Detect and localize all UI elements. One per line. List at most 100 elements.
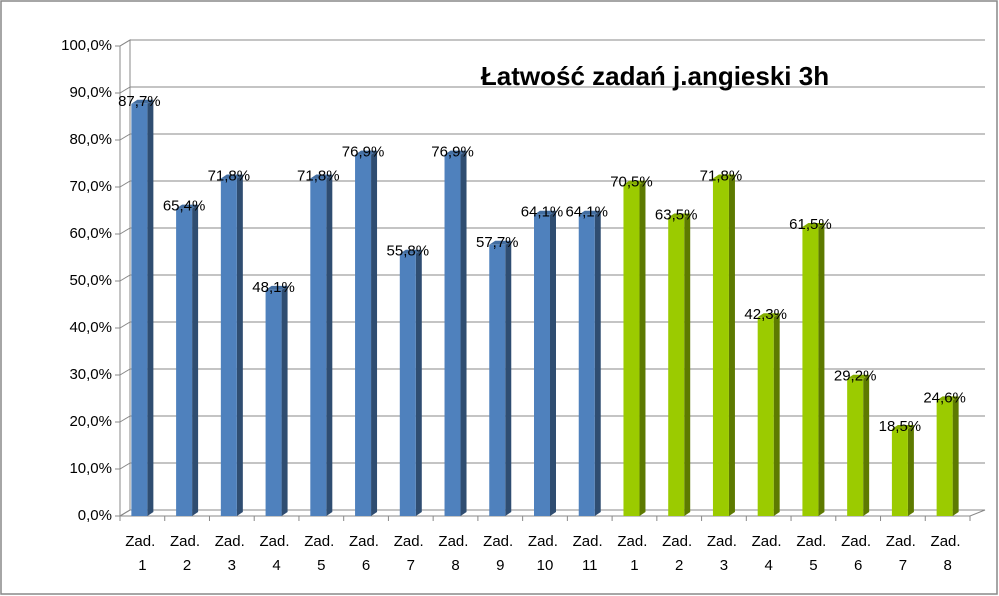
bar-top	[757, 313, 780, 318]
y-tick-label: 70,0%	[69, 178, 112, 195]
y-tick-label: 100,0%	[61, 37, 112, 54]
bar-side	[550, 210, 556, 517]
bar	[712, 178, 729, 517]
bar-side	[147, 99, 154, 516]
grid-line-diag	[119, 39, 131, 47]
value-label: 71,8%	[700, 168, 743, 185]
bar-side	[773, 313, 780, 516]
x-tick-label: Zad. 5	[796, 533, 830, 574]
bar-side	[863, 374, 870, 516]
bar-top	[936, 396, 959, 401]
y-tick-label: 50,0%	[69, 272, 112, 289]
bar-top	[802, 222, 825, 227]
value-label: 48,1%	[252, 279, 295, 296]
bar	[444, 154, 461, 516]
bar-side	[684, 213, 691, 517]
bar-top	[131, 99, 154, 104]
grid-line-diag	[119, 133, 131, 141]
bar	[757, 317, 774, 516]
grid-line-diag	[119, 86, 131, 94]
bar-side	[460, 150, 467, 516]
x-tick-label: Zad. 1	[125, 533, 159, 574]
x-tick-label: Zad. 10	[528, 533, 562, 574]
bar	[936, 400, 953, 516]
bar	[220, 178, 237, 517]
marks	[131, 99, 959, 517]
value-label: 76,9%	[342, 144, 385, 161]
value-label: 55,8%	[387, 243, 430, 260]
bar-top	[534, 210, 556, 215]
x-tick-label: Zad. 4	[259, 533, 293, 574]
bar-side	[594, 210, 601, 517]
bar-top	[489, 240, 512, 245]
value-label: 76,9%	[431, 144, 474, 161]
x-tick-label: Zad. 2	[170, 533, 204, 574]
bar-top	[623, 180, 646, 185]
x-tick-label: Zad. 8	[931, 533, 965, 574]
x-tick-label: Zad. 7	[394, 533, 428, 574]
bar-side	[415, 249, 422, 517]
value-label: 87,7%	[118, 93, 161, 110]
value-label: 71,8%	[297, 168, 340, 185]
x-tick-label: Zad. 3	[707, 533, 741, 574]
bar-top	[891, 425, 914, 430]
bar-top	[310, 174, 333, 179]
bar-top	[444, 150, 467, 155]
x-tick-label: Zad. 3	[215, 533, 249, 574]
value-label: 57,7%	[476, 234, 519, 251]
value-label: 65,4%	[163, 198, 206, 215]
bar	[131, 103, 148, 516]
grid-line-diag	[119, 368, 131, 376]
value-label: 70,5%	[610, 174, 653, 191]
y-tick-label: 80,0%	[69, 131, 112, 148]
x-tick-label: Zad. 6	[841, 533, 875, 574]
x-tick-label: Zad. 9	[483, 533, 517, 574]
bar-side	[192, 204, 199, 516]
x-tick-label: Zad. 1	[617, 533, 651, 574]
bar	[310, 178, 327, 517]
y-tick-label: 0,0%	[78, 507, 112, 524]
x-tick-label: Zad. 8	[438, 533, 472, 574]
bar-side	[728, 174, 735, 517]
bar-side	[907, 425, 914, 516]
bar-top	[265, 285, 288, 290]
x-tick-label: Zad. 11	[573, 533, 607, 574]
y-tick-label: 10,0%	[69, 460, 112, 477]
bar-top	[668, 213, 691, 218]
bar	[802, 226, 819, 516]
bar-top	[578, 210, 601, 215]
value-label: 18,5%	[879, 418, 922, 435]
x-tick-label: Zad. 7	[886, 533, 920, 574]
bar-side	[281, 285, 288, 516]
value-label: 61,5%	[789, 216, 832, 233]
grid-line-diag	[119, 321, 131, 329]
bar-top	[399, 249, 422, 254]
x-tick-label: Zad. 6	[349, 533, 383, 574]
bar	[489, 244, 506, 516]
bar-side	[371, 150, 378, 516]
grid-line-diag	[119, 227, 131, 235]
value-label: 29,2%	[834, 368, 877, 385]
bar-top	[355, 150, 378, 155]
bar-side	[236, 174, 243, 517]
bar-side	[639, 180, 646, 516]
grid-line-diag	[119, 415, 131, 423]
value-label: 64,1%	[521, 204, 564, 221]
bar-side	[818, 222, 825, 516]
bar	[399, 253, 416, 517]
y-tick-label: 90,0%	[69, 84, 112, 101]
value-label: 64,1%	[565, 204, 608, 221]
grid-line-diag	[119, 509, 131, 517]
y-tick-label: 30,0%	[69, 366, 112, 383]
bar	[847, 378, 864, 516]
bar-top	[176, 204, 199, 209]
y-tick-label: 20,0%	[69, 413, 112, 430]
bar	[176, 208, 193, 516]
value-label: 24,6%	[923, 389, 966, 406]
bar-side	[952, 396, 959, 516]
x-tick-label: Zad. 5	[304, 533, 338, 574]
bar	[265, 289, 282, 516]
bar-top	[847, 374, 870, 379]
